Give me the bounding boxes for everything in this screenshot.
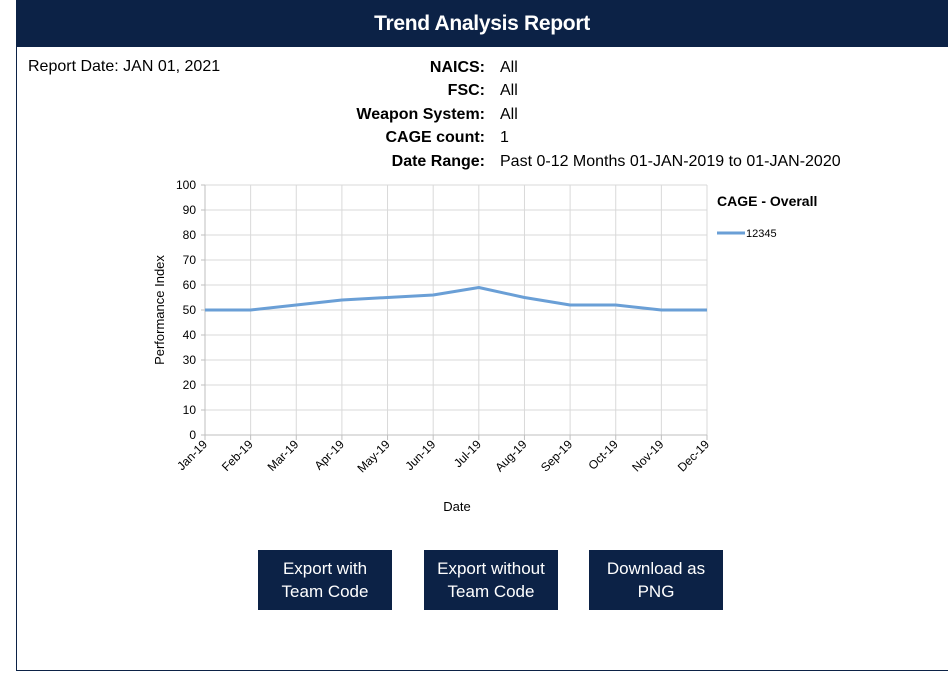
x-tick-label: Jul-19 — [451, 437, 484, 470]
filter-value: All — [500, 59, 518, 76]
filter-row: Date Range: Past 0-12 Months 01-JAN-2019 … — [0, 153, 948, 176]
filter-label: Weapon System: — [356, 105, 485, 123]
filter-label: FSC: — [447, 82, 485, 100]
y-tick-label: 20 — [183, 378, 197, 392]
x-tick-label: Feb-19 — [219, 437, 256, 474]
button[interactable]: Export with Team Code — [258, 550, 392, 610]
x-tick-label: May-19 — [354, 437, 392, 475]
x-tick-label: Aug-19 — [492, 437, 529, 474]
button[interactable]: Export without Team Code — [424, 550, 558, 610]
x-tick-label: Nov-19 — [629, 437, 666, 474]
button[interactable]: Download as PNG — [589, 550, 723, 610]
report-date: Report Date: JAN 01, 2021 — [28, 58, 221, 75]
y-axis-label: Performance Index — [152, 255, 167, 365]
filter-label: NAICS: — [429, 59, 485, 76]
y-tick-label: 80 — [183, 228, 197, 242]
x-tick-label: Apr-19 — [312, 437, 348, 473]
x-tick-label: Oct-19 — [585, 437, 621, 473]
filter-value: All — [500, 105, 518, 123]
x-tick-label: Sep-19 — [538, 437, 575, 474]
filter-label: CAGE count: — [385, 129, 485, 147]
series-line — [205, 286, 707, 312]
filter-row: CAGE count: 1 — [0, 129, 948, 152]
x-tick-label: Dec-19 — [675, 437, 712, 474]
filter-value: 1 — [500, 129, 509, 147]
filter-value: Past 0-12 Months 01-JAN-2019 to 01-JAN-2… — [500, 152, 841, 170]
filter-row: NAICS: All — [0, 59, 948, 82]
chart: 0 10 20 30 40 50 60 70 80 90 100 Jan-19 Feb-19 Mar-19… — [152, 178, 817, 514]
y-tick-label: 50 — [183, 303, 197, 317]
y-tick-label: 60 — [183, 278, 197, 292]
filter-row: Weapon System: All — [0, 106, 948, 129]
y-tick-label: 90 — [183, 203, 197, 217]
y-tick-label: 70 — [183, 253, 197, 267]
filter-row: FSC: All — [0, 82, 948, 105]
x-tick-label: Jun-19 — [402, 437, 438, 473]
legend-title: CAGE - Overall — [717, 193, 817, 209]
y-tick-label: 100 — [176, 178, 196, 192]
y-tick-label: 0 — [189, 428, 196, 442]
y-tick-label: 40 — [183, 328, 197, 342]
filter-value: All — [500, 82, 518, 100]
legend-label: 12345 — [746, 228, 777, 240]
x-axis-label: Date — [443, 499, 470, 514]
y-tick-label: 30 — [183, 353, 197, 367]
x-tick-label: Mar-19 — [265, 437, 302, 474]
frame — [16, 0, 948, 671]
header-title: Trend Analysis Report — [16, 0, 948, 47]
y-tick-label: 10 — [183, 403, 197, 417]
x-tick-label: Jan-19 — [174, 437, 210, 473]
filter-label: Date Range: — [391, 152, 485, 170]
